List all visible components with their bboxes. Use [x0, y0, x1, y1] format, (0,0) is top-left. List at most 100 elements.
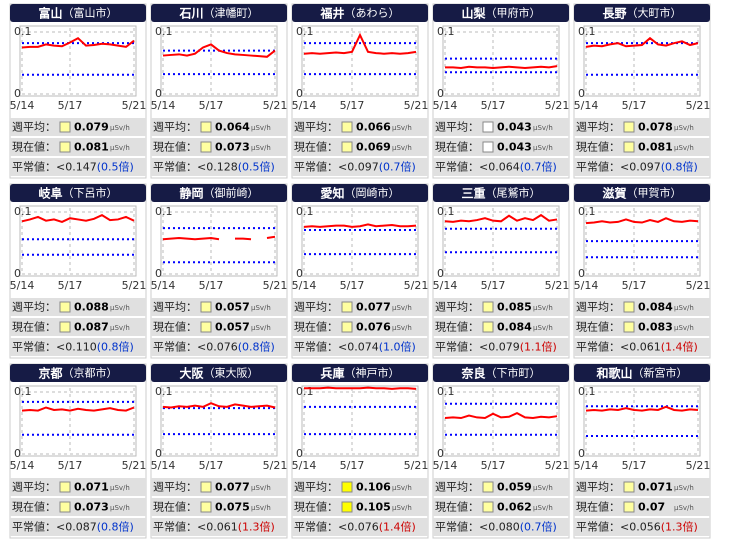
info-label: 現在値：	[294, 501, 338, 514]
city: （東大阪）	[204, 366, 259, 380]
normal-value: <0.061	[197, 521, 238, 534]
y-tick-label: 0.1	[14, 385, 32, 398]
x-tick-label: 5/17	[340, 99, 365, 112]
level-box	[341, 301, 353, 313]
plot-frame	[583, 25, 701, 97]
x-tick-label: 5/21	[545, 279, 570, 292]
plot-frame	[301, 385, 419, 457]
info-value: 0.077	[215, 481, 250, 494]
panel-title: 和歌山（新宮市）	[595, 365, 687, 380]
info-value: 0.081	[638, 141, 673, 154]
panel-header	[433, 4, 569, 22]
ratio: (1.4倍)	[379, 520, 416, 534]
prefecture: 長野	[602, 5, 626, 20]
level-box	[482, 301, 494, 313]
data-line	[303, 32, 417, 55]
data-line	[21, 36, 135, 49]
level-box	[59, 501, 71, 513]
panel-title: 山梨（甲府市）	[461, 5, 540, 20]
x-tick-label: 5/17	[481, 459, 506, 472]
info-row	[10, 338, 146, 356]
unit: μSv/h	[392, 504, 412, 512]
level-box	[200, 481, 212, 493]
city: （津幡町）	[204, 6, 259, 20]
info-row	[574, 518, 710, 536]
city: （神戸市）	[345, 366, 400, 380]
normal-value: <0.079	[479, 341, 520, 354]
info-value: 0.084	[638, 301, 673, 314]
info-row	[292, 138, 428, 156]
unit: μSv/h	[251, 484, 271, 492]
normal-value: <0.097	[620, 161, 661, 174]
panel-title: 奈良（下市町）	[460, 365, 540, 380]
info-row	[574, 138, 710, 156]
plot-frame	[301, 25, 419, 97]
data-line	[585, 217, 699, 225]
x-tick-label: 5/14	[574, 279, 599, 292]
panel-title: 京都（京都市）	[38, 365, 117, 380]
city: （甲賀市）	[627, 186, 682, 200]
info-value: 0.085	[497, 301, 532, 314]
x-tick-label: 5/21	[686, 99, 711, 112]
data-line	[303, 223, 417, 228]
normal-value: <0.074	[338, 341, 379, 354]
info-label: 平常値：	[576, 341, 620, 354]
info-row	[292, 498, 428, 516]
info-row	[10, 498, 146, 516]
info-row	[292, 478, 428, 496]
level-box	[341, 141, 353, 153]
unit: μSv/h	[110, 484, 130, 492]
unit: μSv/h	[533, 124, 553, 132]
data-line	[444, 411, 558, 420]
ratio: (0.5倍)	[238, 160, 275, 174]
city: （大町市）	[627, 6, 682, 20]
level-box	[200, 141, 212, 153]
info-value: 0.088	[74, 301, 109, 314]
normal-row: 平常値：<0.128(0.5倍)	[153, 160, 275, 174]
y-tick-label: 0.1	[296, 205, 314, 218]
data-line	[444, 213, 558, 223]
ratio: (0.7倍)	[520, 160, 557, 174]
panel-header	[574, 184, 710, 202]
unit: μSv/h	[533, 304, 553, 312]
normal-row: 平常値：<0.097(0.7倍)	[294, 160, 416, 174]
info-label: 現在値：	[435, 501, 479, 514]
info-value: 0.105	[356, 501, 391, 514]
info-row	[292, 338, 428, 356]
ratio: (1.0倍)	[379, 340, 416, 354]
panel-title: 兵庫（神戸市）	[320, 365, 399, 380]
info-row	[574, 338, 710, 356]
info-row	[151, 498, 287, 516]
unit: μSv/h	[674, 304, 694, 312]
info-value: 0.043	[497, 121, 532, 134]
data-line	[162, 43, 276, 58]
y-tick-label: 0	[437, 267, 444, 280]
x-tick-label: 5/14	[10, 99, 35, 112]
unit: μSv/h	[392, 324, 412, 332]
x-tick-label: 5/21	[263, 459, 288, 472]
x-tick-label: 5/21	[686, 279, 711, 292]
info-value: 0.069	[356, 141, 391, 154]
info-value: 0.073	[74, 501, 109, 514]
panel-header	[292, 364, 428, 382]
x-tick-label: 5/17	[481, 279, 506, 292]
info-label: 平常値：	[153, 521, 197, 534]
y-tick-label: 0	[155, 267, 162, 280]
info-row	[433, 338, 569, 356]
info-label: 現在値：	[576, 501, 620, 514]
x-tick-label: 5/14	[151, 279, 176, 292]
unit: μSv/h	[392, 144, 412, 152]
normal-value: <0.056	[620, 521, 661, 534]
info-label: 週平均：	[294, 121, 338, 134]
ratio: (0.5倍)	[97, 160, 134, 174]
level-box	[623, 141, 635, 153]
level-box	[341, 481, 353, 493]
city: （新宮市）	[633, 366, 688, 380]
prefecture: 奈良	[460, 365, 485, 380]
ratio: (0.7倍)	[379, 160, 416, 174]
x-tick-label: 5/21	[122, 99, 147, 112]
